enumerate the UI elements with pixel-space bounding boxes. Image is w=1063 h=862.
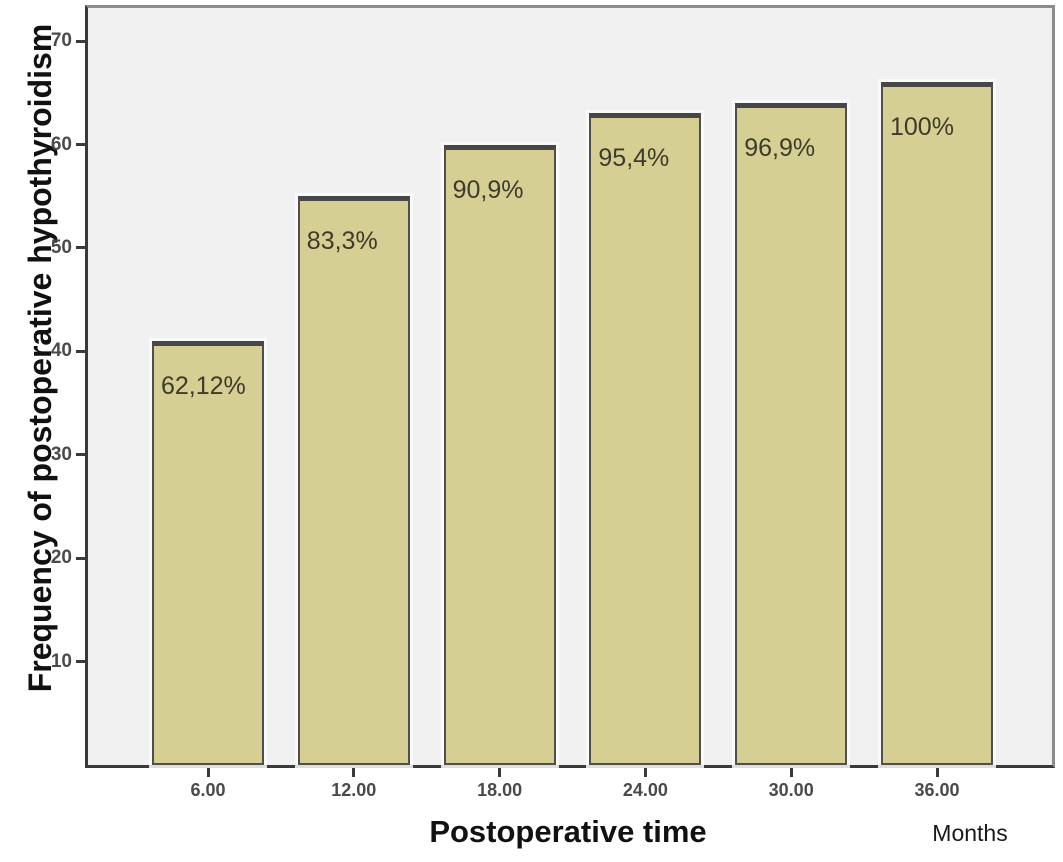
y-tick-label: 10: [50, 650, 72, 672]
x-tick-label: 6.00: [190, 780, 226, 800]
y-tick-label: 60: [50, 133, 72, 155]
y-tick-mark: [76, 39, 85, 43]
bar: 96,9%: [735, 103, 848, 765]
bar-value-label: 90,9%: [452, 175, 524, 204]
x-tick-label: 18.00: [477, 780, 523, 800]
bar-value-label: 62,12%: [161, 371, 246, 400]
bar: 83,3%: [297, 196, 410, 765]
y-tick-label: 70: [50, 30, 72, 52]
bar-value-label: 83,3%: [306, 227, 378, 256]
x-tick-mark: [935, 768, 939, 777]
x-tick-label: 12.00: [331, 780, 377, 800]
y-tick-mark: [76, 246, 85, 250]
bar: 90,9%: [443, 144, 556, 765]
bar: 100%: [881, 82, 993, 765]
x-tick-label: 30.00: [768, 780, 814, 800]
x-tick-label: 36.00: [914, 780, 960, 800]
x-tick-mark: [643, 768, 647, 777]
x-tick-mark: [498, 768, 502, 777]
y-tick-mark: [76, 349, 85, 353]
y-tick-label: 50: [50, 236, 72, 258]
y-tick-mark: [76, 143, 85, 146]
y-tick-label: 20: [50, 547, 72, 569]
bar: 95,4%: [589, 113, 702, 765]
y-tick-mark: [76, 453, 85, 457]
x-tick-mark: [352, 768, 356, 777]
y-tick-mark: [76, 660, 85, 664]
x-axis-unit-label: Months: [932, 820, 1008, 846]
x-tick-mark: [206, 768, 210, 777]
x-axis-title: Postoperative time: [429, 814, 707, 849]
bar-value-label: 95,4%: [598, 144, 670, 173]
y-tick-mark: [76, 556, 85, 560]
x-tick-mark: [789, 768, 793, 777]
bar-value-label: 100%: [890, 113, 954, 142]
y-tick-label: 40: [50, 340, 72, 362]
y-tick-label: 30: [50, 443, 72, 465]
bar: 62,12%: [152, 340, 264, 765]
x-tick-label: 24.00: [622, 780, 668, 800]
bar-value-label: 96,9%: [744, 134, 816, 163]
